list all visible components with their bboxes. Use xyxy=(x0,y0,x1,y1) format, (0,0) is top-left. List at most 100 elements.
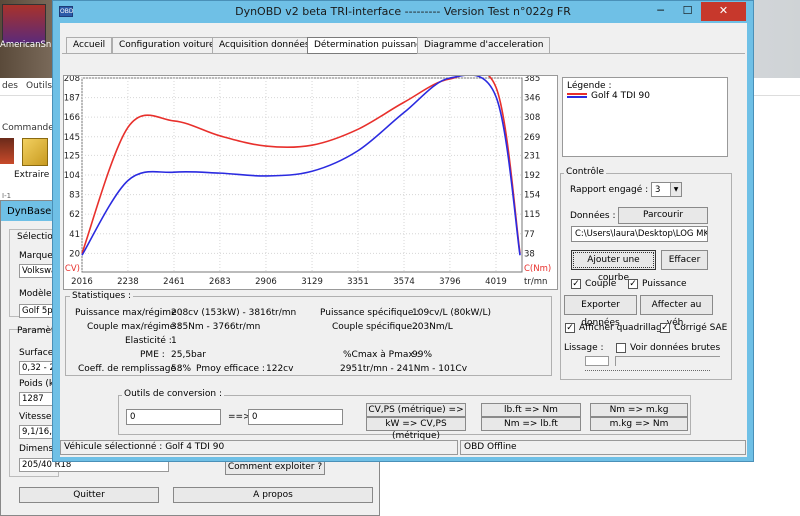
bg-commands-label: Commande xyxy=(2,123,54,133)
y-right-tick: 308 xyxy=(524,113,540,123)
winrar-icon[interactable] xyxy=(2,4,46,44)
nm-to-mkg-button[interactable]: Nm => m.kg xyxy=(590,403,688,417)
dynbase-selection-label: Sélection xyxy=(17,232,59,242)
maximize-button[interactable]: ☐ xyxy=(682,4,693,17)
quadrillage-checkbox[interactable]: ✓ xyxy=(565,323,575,333)
dynbase-dim-label: Dimensio xyxy=(19,444,62,454)
conversion-output[interactable]: 0 xyxy=(248,409,343,425)
x-tick: 2016 xyxy=(71,277,93,287)
desktop-icon-label: AmericanSn xyxy=(0,40,52,50)
y-left-tick: 166 xyxy=(64,113,80,123)
y-left-tick: 20 xyxy=(69,249,80,259)
pmoy-label: Pmoy efficace : xyxy=(196,364,265,374)
window-client: Accueil Configuration voitures Acquisiti… xyxy=(60,23,747,457)
x-tick: 2461 xyxy=(163,277,185,287)
y-right-tick: 269 xyxy=(524,133,540,143)
couple-checkbox[interactable]: ✓ xyxy=(571,279,581,289)
coef-value: 58% xyxy=(171,364,192,374)
pme-value: 25,5bar xyxy=(171,350,206,360)
bg-tool-icon[interactable] xyxy=(0,138,14,164)
kw-to-cv-button[interactable]: kW => CV,PS (métrique) xyxy=(366,417,466,441)
parcourir-button[interactable]: Parcourir xyxy=(618,207,708,224)
puissance-checkbox[interactable]: ✓ xyxy=(628,279,638,289)
minimize-button[interactable]: ─ xyxy=(657,4,664,17)
cmax-value: 385Nm - 3766tr/mn xyxy=(171,322,261,332)
lissage-ticks xyxy=(585,370,710,372)
status-obd: OBD Offline xyxy=(460,440,746,455)
y-left-tick: 187 xyxy=(64,94,80,104)
dynbase-surface-field[interactable]: 0,32 - 2, xyxy=(19,361,59,375)
ajouter-courbe-button[interactable]: Ajouter une courbe xyxy=(571,250,656,283)
extract-icon[interactable] xyxy=(22,138,48,166)
coef-label: Coeff. de remplissage : xyxy=(78,364,182,374)
affecter-button[interactable]: Affecter au véh. xyxy=(640,295,713,328)
x-tick: 2238 xyxy=(117,277,139,287)
y-left-tick: 208 xyxy=(64,76,80,84)
conversion-input[interactable]: 0 xyxy=(126,409,221,425)
sae-checkbox[interactable]: ✓ xyxy=(660,323,670,333)
tab-configuration[interactable]: Configuration voitures xyxy=(112,37,227,54)
brutes-checkbox[interactable] xyxy=(616,343,626,353)
y-left-tick: 41 xyxy=(69,230,80,240)
chevron-down-icon[interactable]: ▼ xyxy=(670,183,681,196)
legend-swatch-red xyxy=(567,93,587,95)
conversion-group xyxy=(118,395,691,435)
dynbase-vitesse-field[interactable]: 9,1/16,6 xyxy=(19,425,59,439)
y-right-tick: 231 xyxy=(524,151,540,161)
conversion-title: Outils de conversion : xyxy=(122,389,224,399)
dynbase-vitesse-label: Vitesse à xyxy=(19,412,60,422)
close-button[interactable]: ✕ xyxy=(701,2,746,21)
dynobd-window: OBD DynOBD v2 beta TRI-interface -------… xyxy=(52,0,754,462)
lissage-label: Lissage : xyxy=(564,343,604,353)
y-left-label: P(CV) xyxy=(64,264,80,274)
tab-diagramme[interactable]: Diagramme d'acceleration xyxy=(417,37,551,54)
bg-menu-item[interactable]: des xyxy=(2,81,18,91)
path-input[interactable]: C:\Users\laura\Desktop\LOG MK- xyxy=(571,226,708,242)
pme-label: PME : xyxy=(140,350,165,360)
lissage-value-box[interactable] xyxy=(585,356,609,366)
stats-title: Statistiques : xyxy=(70,291,134,301)
exporter-button[interactable]: Exporter données xyxy=(564,295,637,328)
window-titlebar[interactable]: OBD DynOBD v2 beta TRI-interface -------… xyxy=(53,1,753,23)
brutes-label: Voir données brutes xyxy=(630,343,721,353)
window-title: DynOBD v2 beta TRI-interface --------- V… xyxy=(235,5,571,18)
status-vehicle: Véhicule sélectionné : Golf 4 TDI 90 xyxy=(60,440,458,455)
nm-to-lbft-button[interactable]: Nm => lb.ft xyxy=(481,417,581,431)
dynbase-surface-label: Surface f xyxy=(19,348,60,358)
legend-swatch-blue xyxy=(567,96,587,98)
y-left-tick: 83 xyxy=(69,191,80,201)
y-left-tick: 62 xyxy=(69,210,80,220)
mkg-to-nm-button[interactable]: m.kg => Nm xyxy=(590,417,688,431)
tab-determination-puissance[interactable]: Détermination puissance xyxy=(307,37,434,54)
pspec-value: 109cv/L (80kW/L) xyxy=(412,308,491,318)
dynbase-poids-label: Poids (kg xyxy=(19,379,60,389)
elast-label: Elasticité : xyxy=(125,336,172,346)
x-tick: 4019 xyxy=(485,277,507,287)
dynbase-params-label: Paramètre xyxy=(17,326,64,336)
quit-button[interactable]: Quitter xyxy=(19,487,159,503)
cv-to-kw-button[interactable]: CV,PS (métrique) => kW xyxy=(366,403,466,427)
tab-acquisition[interactable]: Acquisition données xyxy=(212,37,317,54)
dynbase-title: DynBase xyxy=(7,206,52,217)
y-right-tick: 77 xyxy=(524,230,535,240)
x-tick: 2906 xyxy=(255,277,277,287)
series-line-puissance xyxy=(81,76,521,254)
lissage-slider[interactable] xyxy=(615,356,720,366)
quadrillage-label: Afficher quadrillage xyxy=(579,323,668,333)
y-right-tick: 38 xyxy=(524,249,535,259)
ratio-detail: 2951tr/mn - 241Nm - 101Cv xyxy=(340,364,468,374)
y-right-tick: 192 xyxy=(524,171,540,181)
sae-label: Corrigé SAE xyxy=(674,323,728,333)
tab-accueil[interactable]: Accueil xyxy=(66,37,113,54)
x-tick: 3351 xyxy=(347,277,369,287)
rapport-select[interactable]: 3 ▼ xyxy=(651,182,682,197)
dynbase-modele-field[interactable]: Golf 5p xyxy=(19,304,59,318)
x-tick: 3574 xyxy=(393,277,415,287)
rapport-label: Rapport engagé : xyxy=(570,185,649,195)
effacer-button[interactable]: Effacer xyxy=(661,250,708,270)
about-button[interactable]: A propos xyxy=(173,487,373,503)
bg-menu-item-outils[interactable]: Outils xyxy=(26,81,53,91)
lbft-to-nm-button[interactable]: lb.ft => Nm xyxy=(481,403,581,417)
ratio-label: %Cmax à Pmax : xyxy=(343,350,420,360)
dynbase-marque-label: Marque : xyxy=(19,251,59,261)
